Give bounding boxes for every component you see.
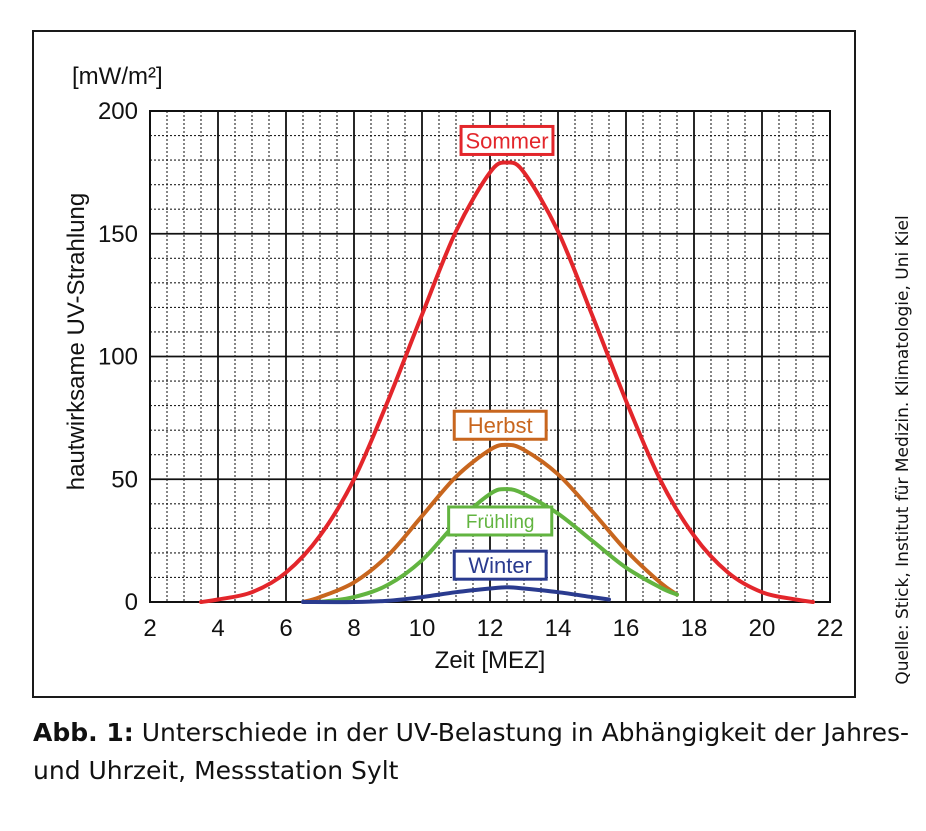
x-tick-label: 8 <box>347 615 360 642</box>
series-label-box <box>452 549 548 581</box>
y-tick-label: 100 <box>98 344 138 371</box>
y-axis-unit: [mW/m²] <box>72 63 163 90</box>
x-tick-label: 14 <box>545 615 572 642</box>
source-credit: Quelle: Stick, Institut für Medizin. Kli… <box>893 215 913 685</box>
series-label-box <box>459 124 555 156</box>
caption-text: Unterschiede in der UV-Belastung in Abhä… <box>33 718 910 785</box>
figure-caption: Abb. 1: Unterschiede in der UV-Belastung… <box>33 714 913 790</box>
x-tick-label: 18 <box>681 615 708 642</box>
uv-chart: 2 4 6 8 10 12 14 16 18 20 22 0 50 100 150 200 Zeit [MEZ]… <box>63 63 844 674</box>
x-tick-label: 22 <box>817 615 844 642</box>
x-tick-label: 2 <box>143 615 156 642</box>
chart-frame: 2 4 6 8 10 12 14 16 18 20 22 0 50 100 150 200 Zeit [MEZ]… <box>32 30 856 698</box>
series-line-frühling <box>318 487 679 604</box>
x-tick-label: 10 <box>409 615 436 642</box>
series-label-box <box>447 505 554 537</box>
y-tick-label: 0 <box>125 589 138 616</box>
x-tick-label: 4 <box>211 615 224 642</box>
plot-border <box>149 110 831 603</box>
series-label: Frühling <box>466 512 535 533</box>
series-label: Herbst <box>468 413 533 438</box>
y-tick-label: 150 <box>98 221 138 248</box>
y-tick-label: 200 <box>98 98 138 125</box>
series-label: Sommer <box>465 128 548 153</box>
x-tick-label: 16 <box>613 615 640 642</box>
series-line-sommer <box>199 160 815 604</box>
series-line-herbst <box>301 442 679 604</box>
caption-label: Abb. 1: <box>33 718 134 747</box>
x-tick-label: 12 <box>477 615 504 642</box>
series-line-winter <box>301 585 611 605</box>
y-axis-label: hautwirksame UV-Strahlung <box>63 193 90 490</box>
series-label: Winter <box>468 553 532 578</box>
y-tick-label: 50 <box>111 466 138 493</box>
x-tick-label: 6 <box>279 615 292 642</box>
series-label-box <box>452 409 548 441</box>
x-axis-label: Zeit [MEZ] <box>435 647 546 674</box>
x-tick-label: 20 <box>749 615 776 642</box>
